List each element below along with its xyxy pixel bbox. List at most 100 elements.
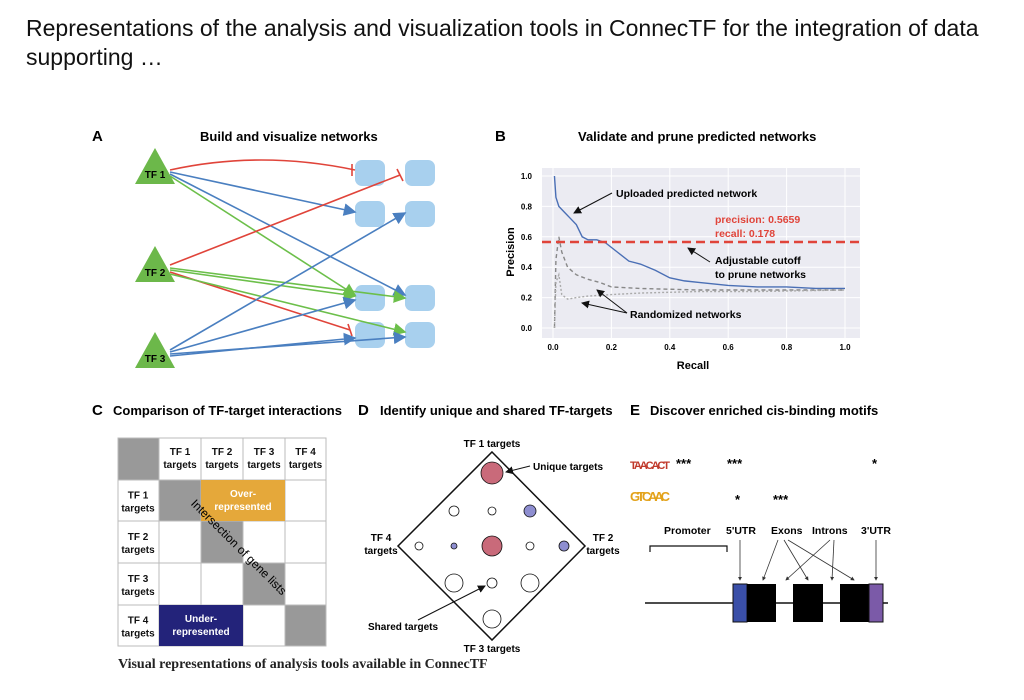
column-header: TF 2 (212, 447, 233, 458)
introns-label: Introns (812, 525, 848, 537)
panel-letter: A (92, 128, 103, 145)
stars: *** (773, 492, 789, 507)
matrix-cell (200, 520, 244, 564)
utr3-label: 3'UTR (861, 525, 891, 537)
series-line (553, 236, 845, 329)
under-label: Under- (185, 614, 217, 625)
matrix-cell (117, 562, 160, 606)
column-header: targets (289, 460, 323, 471)
annotation: Uploaded predicted network (616, 188, 757, 200)
tf2-label: targets (586, 546, 620, 557)
stars: * (735, 492, 741, 507)
matrix-cell (117, 604, 160, 647)
row-header: targets (121, 545, 155, 556)
matrix-cell (284, 562, 327, 606)
exon-box (840, 584, 870, 622)
over-represented-cell (201, 480, 285, 521)
x-tick-label: 0.6 (723, 343, 735, 352)
motif-logo-2: GTCAAC (630, 489, 671, 504)
column-header: TF 3 (254, 447, 275, 458)
row-header: targets (121, 504, 155, 515)
under-represented-cell (159, 605, 243, 646)
column-header: targets (247, 460, 281, 471)
column-header: targets (163, 460, 197, 471)
panel-e: E Discover enriched cis-binding motifs T… (630, 402, 891, 623)
plot-area (542, 168, 860, 338)
annotation: to prune networks (715, 269, 806, 281)
matrix-cell (117, 437, 160, 481)
figure-caption: Visual representations of analysis tools… (118, 657, 488, 672)
stars: * (872, 456, 878, 471)
column-header: TF 1 (170, 447, 191, 458)
edges (169, 159, 407, 357)
row-header: TF 3 (128, 574, 149, 585)
tf1-targets-label: TF 1 targets (464, 439, 521, 450)
matrix-cell (200, 562, 244, 606)
target-nodes (355, 160, 435, 348)
over-label: Over- (230, 489, 256, 500)
matrix-cell (242, 604, 286, 647)
series-line (553, 175, 845, 290)
matrix-cell (242, 437, 286, 481)
matrix-cell (200, 437, 244, 481)
recall-readout: recall: 0.178 (715, 228, 775, 240)
row-header: TF 2 (128, 532, 149, 543)
matrix-cell (117, 520, 160, 564)
row-header: TF 1 (128, 491, 149, 502)
shared-targets-label: Shared targets (368, 622, 438, 633)
tf-label: TF 1 (145, 170, 166, 181)
panel-title: Discover enriched cis-binding motifs (650, 403, 878, 418)
exons-label: Exons (771, 525, 803, 537)
tf2-label: TF 2 (593, 533, 614, 544)
panel-letter: C (92, 402, 103, 419)
region-arrows (738, 539, 878, 581)
y-tick-label: 0.2 (521, 294, 533, 303)
panel-letter: E (630, 402, 640, 419)
panel-c: C Comparison of TF-target interactions T… (92, 402, 342, 647)
column-header: TF 4 (295, 447, 316, 458)
target-circles (414, 461, 570, 629)
over-label: represented (214, 502, 271, 513)
utr5-box (732, 583, 748, 623)
tf4-label: targets (364, 546, 398, 557)
under-label: represented (172, 627, 229, 638)
unique-targets-label: Unique targets (533, 462, 603, 473)
stars: *** (727, 456, 743, 471)
y-tick-label: 0.4 (521, 263, 533, 272)
tf-label: TF 3 (145, 354, 166, 365)
stars: *** (676, 456, 692, 471)
x-tick-label: 1.0 (839, 343, 851, 352)
promoter-label: Promoter (664, 525, 711, 537)
exon-box (793, 584, 823, 622)
column-header: targets (205, 460, 239, 471)
panel-letter: B (495, 128, 506, 145)
row-header: targets (121, 629, 155, 640)
matrix-cell (284, 604, 327, 647)
panel-title: Comparison of TF-target interactions (113, 403, 342, 418)
panel-title: Identify unique and shared TF-targets (380, 403, 613, 418)
x-tick-label: 0.4 (664, 343, 676, 352)
tf4-label: TF 4 (371, 533, 392, 544)
matrix-cell (284, 437, 327, 481)
y-tick-label: 0.6 (521, 233, 533, 242)
matrix-cell (158, 562, 202, 606)
panel-letter: D (358, 402, 369, 419)
precision-readout: precision: 0.5659 (715, 214, 800, 226)
panel-d: D Identify unique and shared TF-targets … (358, 402, 620, 655)
row-header: targets (121, 587, 155, 598)
tf-label: TF 2 (145, 268, 166, 279)
y-axis-label: Precision (505, 227, 517, 277)
x-axis-label: Recall (677, 360, 709, 372)
x-tick-label: 0.2 (606, 343, 618, 352)
y-tick-label: 1.0 (521, 172, 533, 181)
enrichment-stars: *** *** * * *** (676, 456, 878, 507)
utr5-label: 5'UTR (726, 525, 756, 537)
tf-nodes: TF 1 TF 2 TF 3 (135, 148, 175, 368)
gene-region-labels: Promoter 5'UTR Exons Introns 3'UTR (664, 525, 891, 537)
annotation: Randomized networks (630, 309, 742, 321)
utr3-box (868, 583, 884, 623)
matrix-cell (158, 437, 202, 481)
x-tick-label: 0.0 (547, 343, 559, 352)
panel-title: Build and visualize networks (200, 129, 378, 144)
